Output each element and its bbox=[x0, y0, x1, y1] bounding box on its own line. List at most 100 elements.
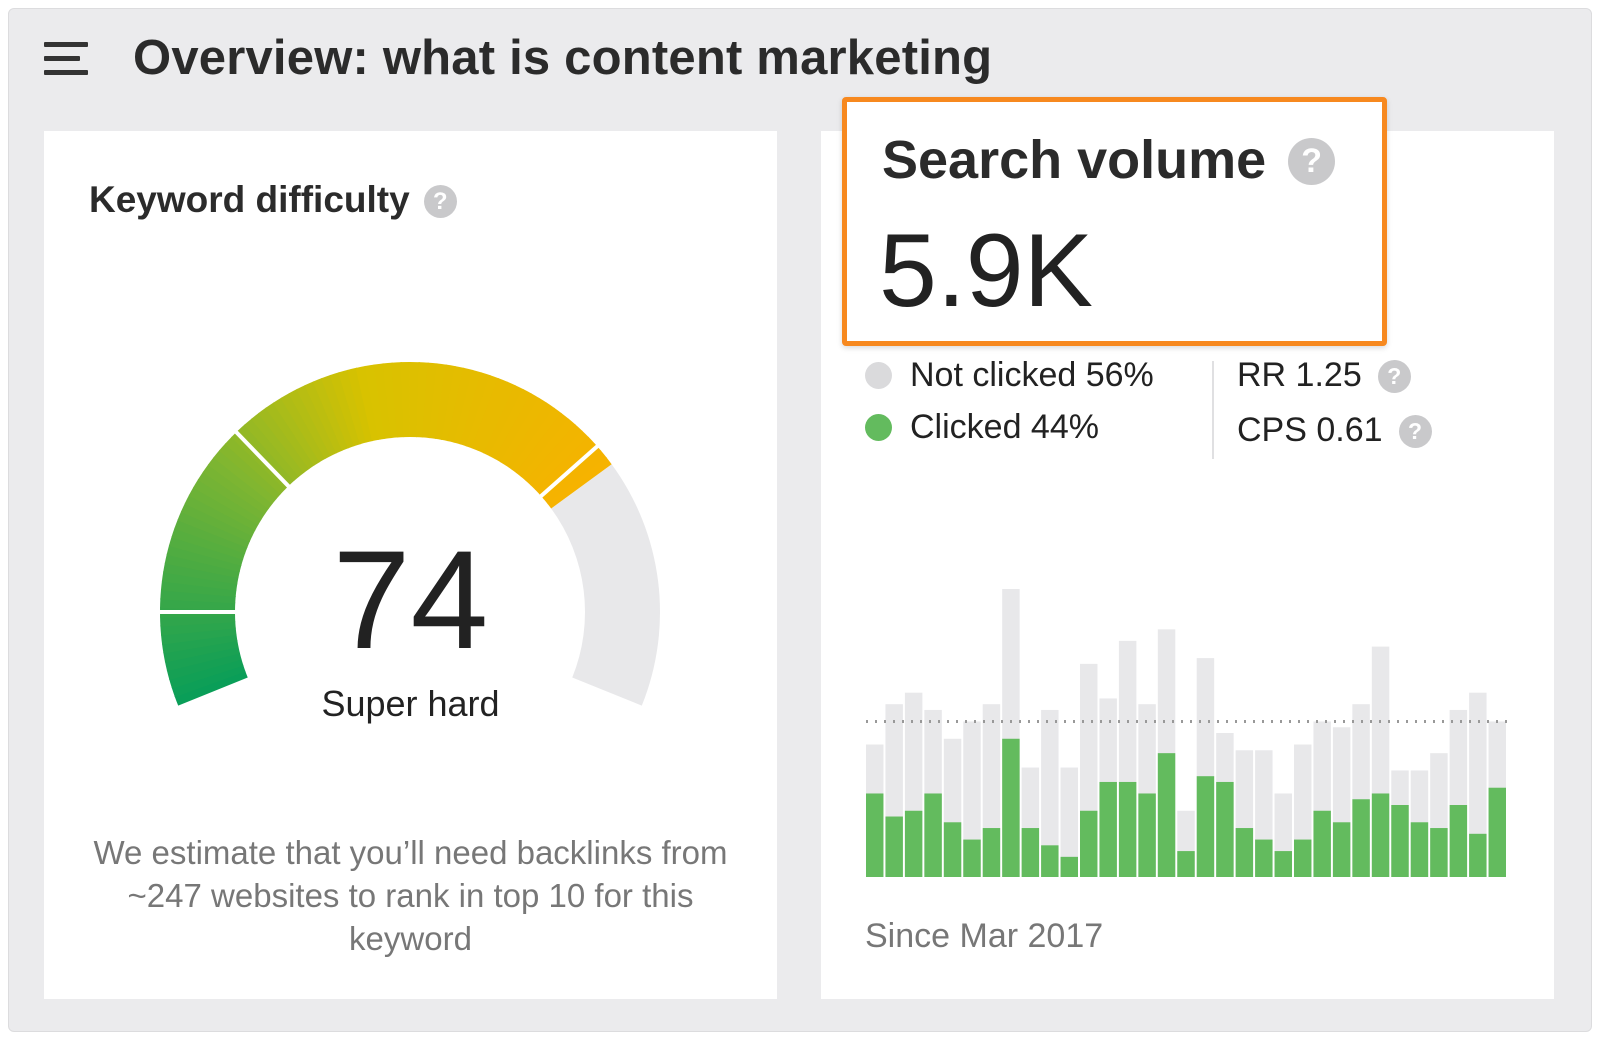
gauge-fill-segment bbox=[163, 562, 239, 585]
clicked-dot bbox=[865, 414, 892, 441]
rr-metric: RR 1.25? bbox=[1237, 356, 1411, 395]
gauge-fill-segment bbox=[207, 456, 273, 510]
gauge-fill-segment bbox=[193, 478, 262, 526]
gauge-fill-segment bbox=[510, 407, 563, 474]
search-volume-value: 5.9K bbox=[879, 213, 1093, 329]
gauge-fill-segment bbox=[520, 418, 577, 482]
legend-clicked: Clicked 44% bbox=[865, 408, 1099, 447]
gauge-fill-segment bbox=[321, 374, 355, 449]
gauge-fill-segment bbox=[160, 627, 237, 645]
gauge-fill-segment bbox=[169, 658, 244, 689]
gauge-fill-segment bbox=[218, 442, 282, 500]
bar-clicked[interactable] bbox=[904, 810, 923, 877]
backlinks-estimate: We estimate that you’ll need backlinks f… bbox=[93, 834, 728, 957]
bar-clicked[interactable] bbox=[963, 839, 981, 877]
legend-not-clicked: Not clicked 56% bbox=[865, 356, 1154, 395]
gauge-fill-segment bbox=[288, 388, 332, 460]
search-volume-label: Search volume bbox=[882, 130, 1267, 190]
gauge-fill-segment bbox=[453, 369, 483, 445]
bar-clicked[interactable] bbox=[1255, 839, 1273, 877]
bar-clicked[interactable] bbox=[1177, 851, 1195, 877]
gauge-fill-segment bbox=[184, 494, 256, 537]
page-title: Overview: what is content marketing bbox=[133, 31, 993, 85]
since-date: Since Mar 2017 bbox=[865, 917, 1104, 955]
bar-clicked[interactable] bbox=[1041, 845, 1059, 877]
gauge-fill-segment bbox=[224, 436, 286, 495]
bar-clicked[interactable] bbox=[1449, 805, 1468, 877]
hamburger-menu-icon[interactable] bbox=[44, 42, 88, 76]
gauge-fill-segment bbox=[164, 553, 240, 579]
bar-clicked[interactable] bbox=[1332, 822, 1351, 877]
bar-clicked[interactable] bbox=[943, 822, 962, 877]
bar-clicked[interactable] bbox=[1313, 810, 1331, 877]
gauge-fill-segment bbox=[244, 418, 300, 482]
gauge-fill-segment bbox=[272, 397, 321, 466]
bar-clicked[interactable] bbox=[1138, 793, 1156, 877]
bar-clicked[interactable] bbox=[982, 828, 1001, 877]
bar-clicked[interactable] bbox=[1002, 738, 1020, 877]
gauge-fill-segment bbox=[166, 652, 242, 681]
bar-clicked[interactable] bbox=[1430, 828, 1448, 877]
gauge-fill-segment bbox=[505, 402, 555, 470]
help-icon[interactable]: ? bbox=[1288, 138, 1336, 185]
gauge-fill-segment bbox=[174, 519, 248, 554]
gauge-fill-segment bbox=[171, 664, 246, 698]
bar-not-clicked[interactable] bbox=[1060, 767, 1078, 877]
bar-clicked[interactable] bbox=[1060, 856, 1078, 877]
bar-clicked[interactable] bbox=[1216, 781, 1234, 877]
gauge-fill-segment bbox=[258, 407, 310, 473]
bar-clicked[interactable] bbox=[1469, 833, 1487, 877]
gauge-fill-segment bbox=[391, 362, 405, 438]
bar-clicked[interactable] bbox=[1021, 828, 1040, 877]
gauge-fill-segment bbox=[171, 527, 246, 560]
gauge-fill-segment bbox=[161, 633, 238, 654]
bar-clicked[interactable] bbox=[1274, 851, 1292, 877]
gauge-fill-segment bbox=[459, 372, 491, 447]
gauge-fill-segment bbox=[163, 640, 239, 663]
bar-clicked[interactable] bbox=[885, 816, 903, 877]
gauge-fill-segment bbox=[296, 384, 337, 457]
bar-clicked[interactable] bbox=[1410, 822, 1429, 877]
gauge-fill-segment bbox=[280, 392, 326, 463]
bar-clicked[interactable] bbox=[1488, 787, 1506, 877]
gauge-fill-segment bbox=[547, 457, 612, 509]
bar-clicked[interactable] bbox=[1118, 781, 1137, 877]
help-icon[interactable]: ? bbox=[1377, 360, 1411, 393]
difficulty-gauge bbox=[158, 362, 660, 706]
gauge-fill-segment bbox=[434, 364, 456, 440]
gauge-separator bbox=[538, 443, 601, 499]
gauge-fill-segment bbox=[329, 372, 361, 447]
bar-clicked[interactable] bbox=[1352, 799, 1370, 877]
bar-clicked[interactable] bbox=[924, 793, 942, 877]
gauge-fill-segment bbox=[355, 365, 380, 442]
bar-clicked[interactable] bbox=[1391, 805, 1409, 877]
bar-clicked[interactable] bbox=[1196, 776, 1215, 877]
help-icon[interactable]: ? bbox=[423, 185, 457, 218]
bar-clicked[interactable] bbox=[1371, 793, 1390, 877]
gauge-fill-segment bbox=[534, 436, 596, 495]
gauge-fill-segment bbox=[251, 412, 305, 477]
bar-clicked[interactable] bbox=[1099, 781, 1117, 877]
bar-clicked[interactable] bbox=[866, 793, 884, 877]
gauge-fill-segment bbox=[164, 646, 240, 672]
gauge-fill-segment bbox=[177, 510, 250, 548]
not-clicked-label: Not clicked 56% bbox=[910, 356, 1154, 394]
search-volume-title: Search volume? bbox=[882, 129, 1336, 191]
gauge-fill-segment bbox=[166, 544, 242, 572]
gauge-fill-segment bbox=[373, 363, 392, 439]
difficulty-score: 74 bbox=[332, 521, 489, 678]
gauge-fill-segment bbox=[160, 598, 236, 610]
bar-clicked[interactable] bbox=[1235, 828, 1254, 877]
help-icon[interactable]: ? bbox=[1398, 415, 1432, 448]
gauge-fill-segment bbox=[312, 377, 349, 451]
bar-not-clicked[interactable] bbox=[963, 721, 981, 877]
rr-label: RR 1.25 bbox=[1237, 356, 1362, 394]
bar-not-clicked[interactable] bbox=[1041, 709, 1059, 877]
bar-not-clicked[interactable] bbox=[1469, 692, 1487, 877]
bar-clicked[interactable] bbox=[1080, 810, 1098, 877]
gauge-fill-segment bbox=[197, 471, 266, 520]
gauge-fill-segment bbox=[422, 362, 438, 439]
bar-clicked[interactable] bbox=[1157, 753, 1176, 877]
gauge-fill-segment bbox=[188, 486, 259, 531]
bar-clicked[interactable] bbox=[1294, 839, 1312, 877]
